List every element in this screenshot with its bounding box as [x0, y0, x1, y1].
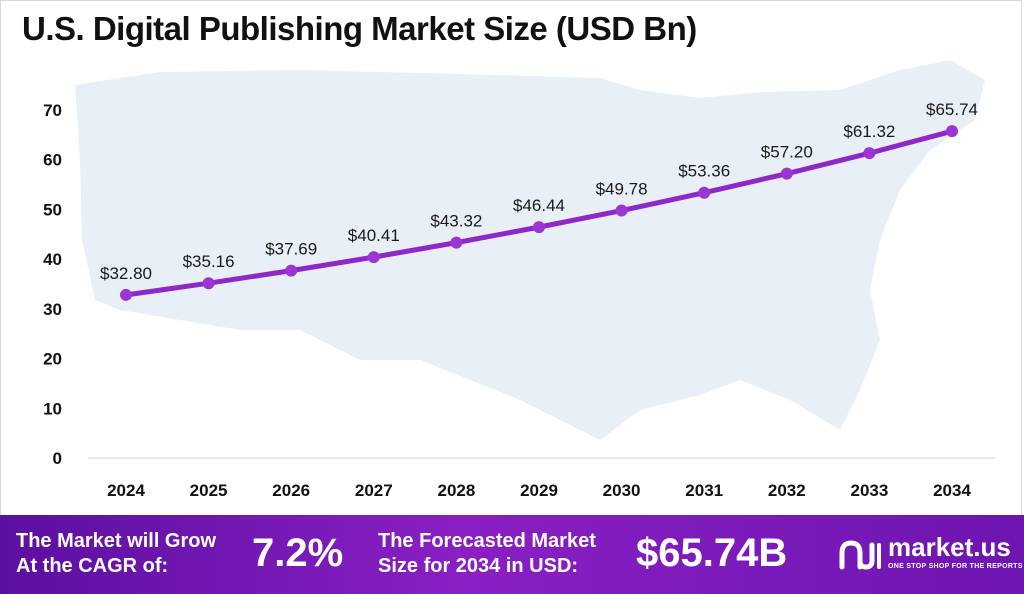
data-point: [780, 167, 793, 180]
cagr-label-line2: At the CAGR of:: [16, 555, 169, 577]
x-tick-label: 2027: [355, 481, 393, 500]
x-tick-label: 2031: [685, 481, 723, 500]
brand-tagline: ONE STOP SHOP FOR THE REPORTS: [888, 563, 1023, 570]
y-tick-label: 40: [43, 250, 62, 269]
y-tick-label: 30: [43, 300, 62, 319]
data-point: [120, 288, 132, 301]
forecast-value: $65.74B: [636, 531, 788, 575]
data-point: [698, 186, 711, 199]
x-tick-label: 2025: [190, 481, 228, 500]
data-point: [202, 277, 215, 290]
forecast-label: The Forecasted Market Size for 2034 in U…: [378, 529, 596, 579]
data-markers: [120, 125, 958, 301]
cagr-label: The Market will Grow At the CAGR of:: [16, 529, 216, 579]
data-point: [946, 125, 958, 138]
y-tick-label: 0: [53, 449, 62, 468]
data-label: $53.36: [678, 162, 730, 181]
brand-name: market.us: [888, 532, 1011, 562]
x-tick-label: 2033: [850, 481, 888, 500]
x-tick-label: 2034: [933, 481, 971, 500]
x-tick-label: 2024: [107, 481, 145, 500]
x-axis: 2024 2025 2026 2027 2028 2029 2030 2031 2032 2033…: [107, 481, 971, 500]
data-point: [367, 251, 380, 264]
x-tick-label: 2030: [603, 481, 641, 500]
y-tick-label: 20: [43, 350, 62, 369]
data-label: $46.44: [513, 196, 565, 215]
data-point: [863, 147, 876, 160]
forecast-label-line1: The Forecasted Market: [378, 530, 596, 552]
x-tick-label: 2026: [272, 481, 310, 500]
data-label: $61.32: [843, 122, 895, 141]
data-label: $37.69: [265, 240, 317, 259]
data-labels: $32.80 $35.16 $37.69 $40.41 $43.32 $46.44 $49.…: [100, 100, 978, 283]
data-point: [533, 221, 545, 234]
footer-banner: The Market will Grow At the CAGR of: 7.2…: [0, 515, 1024, 594]
data-label: $43.32: [430, 212, 482, 231]
data-label: $40.41: [348, 226, 400, 245]
cagr-label-line1: The Market will Grow: [16, 530, 217, 552]
y-tick-label: 50: [43, 200, 62, 219]
y-axis: 0 10 20 30 40 50 60 70: [43, 101, 62, 468]
chart-title: U.S. Digital Publishing Market Size (USD…: [22, 10, 697, 47]
y-tick-label: 10: [43, 399, 62, 418]
data-point: [285, 264, 298, 277]
us-map-background: [75, 60, 985, 440]
x-tick-label: 2028: [437, 481, 475, 500]
data-point: [450, 236, 463, 249]
data-point: [615, 204, 628, 217]
y-tick-label: 70: [43, 101, 62, 120]
y-tick-label: 60: [43, 151, 62, 170]
forecast-label-line2: Size for 2034 in USD:: [378, 555, 579, 577]
data-label: $57.20: [761, 143, 813, 162]
x-tick-label: 2032: [768, 481, 806, 500]
data-label: $49.78: [596, 180, 648, 199]
data-label: $32.80: [100, 264, 152, 283]
data-label: $65.74: [926, 100, 978, 119]
x-tick-label: 2029: [520, 481, 558, 500]
market-us-logo-icon: [839, 540, 881, 570]
data-label: $35.16: [183, 252, 235, 271]
cagr-value: 7.2%: [252, 531, 344, 575]
